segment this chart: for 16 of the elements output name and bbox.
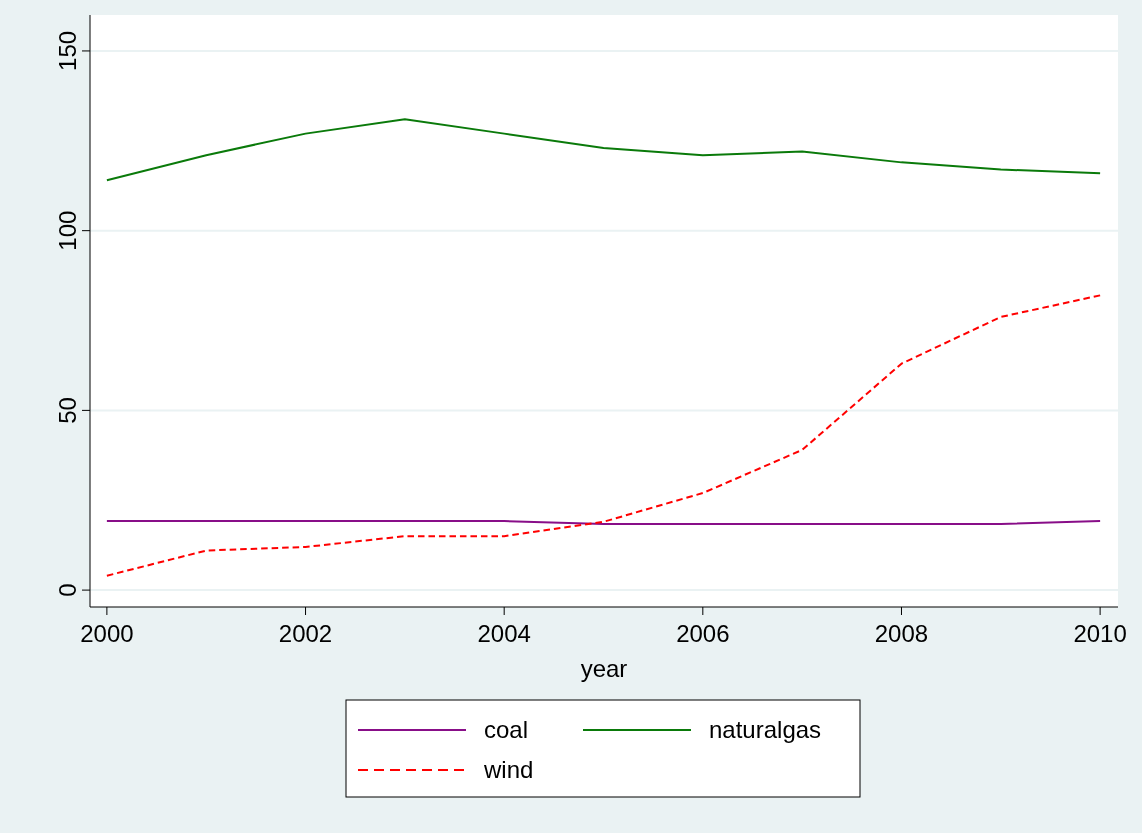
legend-label: wind (483, 756, 534, 783)
x-tick-label: 2008 (874, 620, 929, 647)
x-tick-label: 2010 (1073, 620, 1127, 647)
y-tick-label: 150 (54, 30, 81, 71)
legend-label: naturalgas (709, 716, 822, 743)
y-tick-label: 0 (54, 583, 81, 597)
legend-label: coal (484, 716, 529, 743)
x-tick-label: 2004 (477, 620, 531, 647)
line-series (105, 294, 1102, 577)
x-tick-label: 2002 (278, 620, 333, 647)
line-series (105, 118, 1102, 182)
x-tick-label: 2006 (676, 620, 730, 647)
x-tick-label: 2000 (80, 620, 134, 647)
y-tick-label: 100 (54, 210, 81, 251)
x-axis-title: year (580, 655, 628, 682)
y-tick-label: 50 (54, 397, 81, 424)
